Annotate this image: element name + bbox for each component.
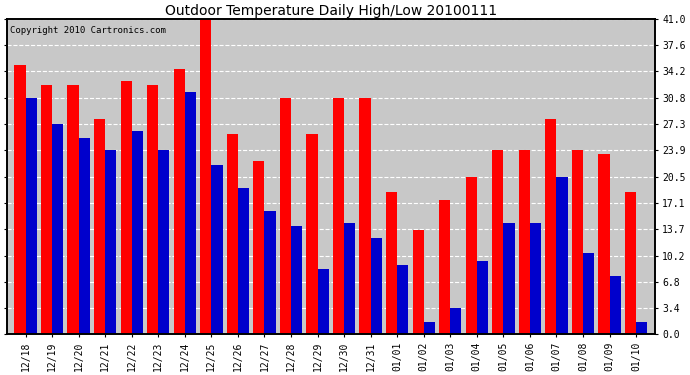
Bar (79, 138, 90, 334)
Bar (68, 84, 79, 334)
Bar (174, 69, 185, 334)
Bar (492, 150, 504, 334)
Bar (371, 238, 382, 334)
Bar (280, 98, 291, 334)
Bar (359, 98, 371, 334)
Bar (519, 150, 530, 334)
Bar (132, 130, 143, 334)
Bar (147, 84, 158, 334)
Bar (26, 98, 37, 334)
Bar (344, 223, 355, 334)
Bar (609, 276, 621, 334)
Bar (556, 177, 568, 334)
Bar (530, 223, 541, 334)
Bar (625, 192, 636, 334)
Bar (477, 261, 488, 334)
Bar (636, 322, 647, 334)
Bar (306, 134, 317, 334)
Bar (504, 223, 515, 334)
Text: Copyright 2010 Cartronics.com: Copyright 2010 Cartronics.com (10, 26, 166, 34)
Bar (94, 119, 105, 334)
Bar (333, 98, 344, 334)
Bar (238, 188, 249, 334)
Bar (424, 322, 435, 334)
Bar (121, 81, 132, 334)
Bar (386, 192, 397, 334)
Bar (211, 165, 222, 334)
Bar (291, 226, 302, 334)
Bar (105, 150, 117, 334)
Bar (439, 200, 451, 334)
Bar (14, 65, 26, 334)
Bar (253, 161, 264, 334)
Bar (41, 84, 52, 334)
Bar (52, 124, 63, 334)
Bar (264, 211, 275, 334)
Bar (185, 92, 196, 334)
Bar (583, 253, 594, 334)
Bar (227, 134, 238, 334)
Bar (200, 20, 211, 334)
Bar (572, 150, 583, 334)
Bar (545, 119, 556, 334)
Bar (397, 265, 408, 334)
Bar (413, 230, 424, 334)
Bar (451, 308, 462, 334)
Bar (466, 177, 477, 334)
Bar (598, 154, 609, 334)
Bar (317, 268, 328, 334)
Bar (158, 150, 170, 334)
Title: Outdoor Temperature Daily High/Low 20100111: Outdoor Temperature Daily High/Low 20100… (165, 4, 497, 18)
